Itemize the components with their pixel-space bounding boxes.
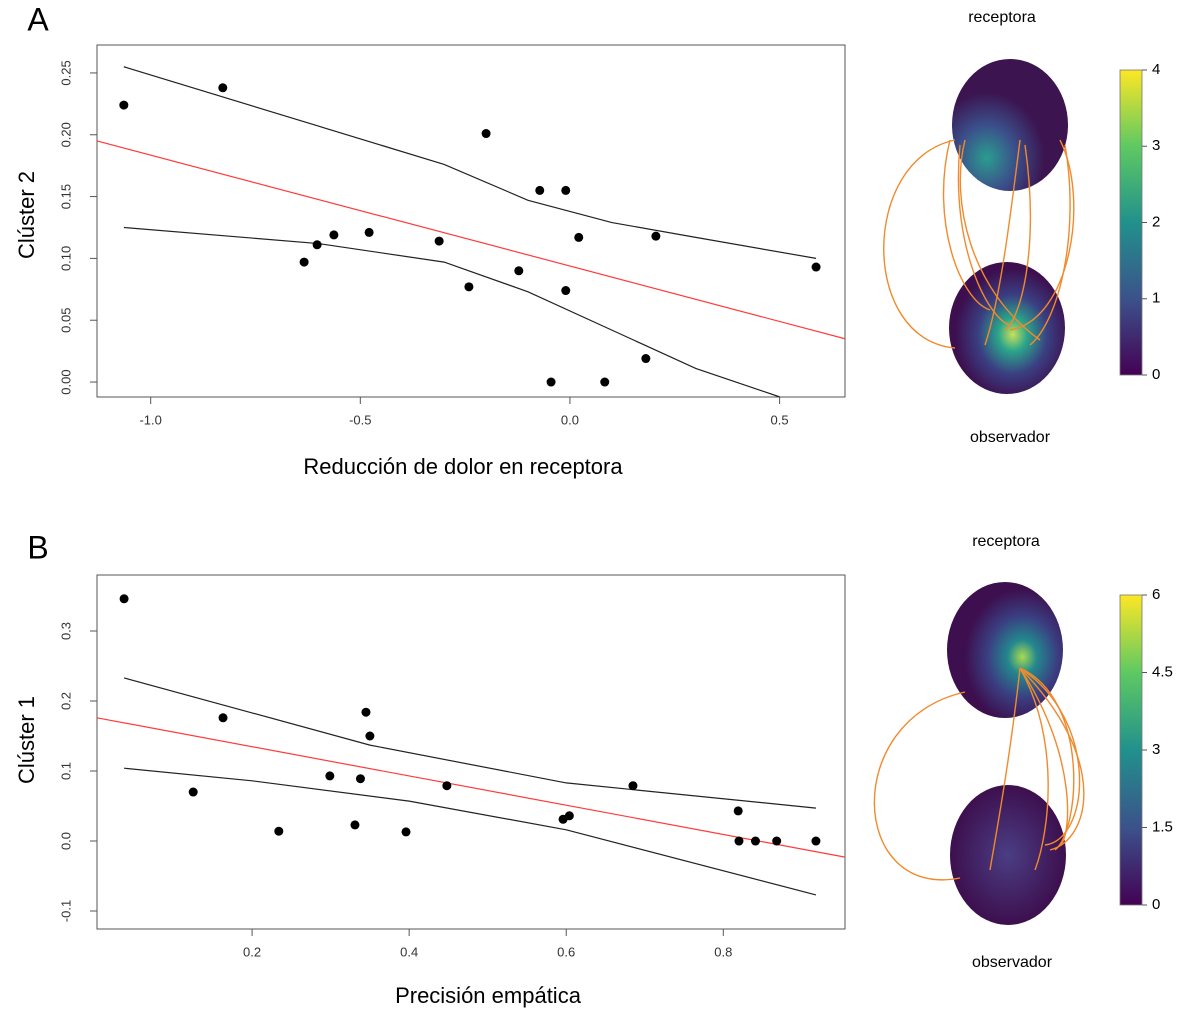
y-tick-label: 0.0: [58, 832, 73, 850]
point: [188, 787, 198, 797]
point: [325, 771, 335, 781]
confidence-band-lower: [124, 767, 817, 896]
point: [355, 774, 365, 784]
colorbar-tick-label: 6: [1152, 586, 1160, 603]
point: [546, 377, 556, 387]
colorbar-tick-label: 0: [1152, 896, 1160, 913]
y-tick-label: 0.1: [58, 762, 73, 780]
point: [535, 185, 545, 195]
topomap-a: [883, 59, 1075, 394]
point: [119, 100, 129, 110]
point: [651, 231, 661, 241]
point: [218, 83, 228, 93]
panel-label: A: [27, 1, 49, 37]
point: [628, 781, 638, 791]
topomap-b: [873, 582, 1085, 925]
y-tick-label: 0.2: [58, 692, 73, 710]
plot-frame: [96, 574, 846, 930]
point: [361, 707, 371, 717]
topomap-top-label: receptora: [972, 533, 1040, 550]
y-axis-label: Clúster 2: [14, 171, 39, 259]
y-tick-label: 0.00: [58, 369, 73, 394]
x-axis-label: Precisión empática: [395, 983, 582, 1008]
point: [514, 266, 524, 276]
panel-label: B: [27, 529, 48, 565]
point: [218, 713, 228, 723]
topomap-bottom-label: observador: [970, 429, 1051, 446]
point: [119, 594, 129, 604]
confidence-band-lower: [123, 226, 780, 398]
colorbar-tick-label: 3: [1152, 741, 1160, 758]
y-tick-label: 0.3: [58, 622, 73, 640]
y-tick-label: 0.20: [58, 122, 73, 147]
point: [442, 781, 452, 791]
plot-frame: [96, 44, 846, 398]
x-axis-label: Reducción de dolor en receptora: [303, 454, 623, 479]
fit-line: [96, 717, 846, 858]
colorbar: [1119, 69, 1143, 376]
topomap-bottom-label: observador: [972, 954, 1053, 971]
point: [811, 836, 821, 846]
confidence-band-upper: [123, 677, 817, 809]
point: [434, 236, 444, 246]
x-tick-label: 0.4: [400, 944, 418, 959]
colorbar-tick-label: 3: [1152, 137, 1160, 154]
colorbar: [1119, 594, 1143, 906]
point: [299, 257, 309, 267]
x-tick-label: 0.2: [243, 944, 261, 959]
x-tick-label: 0.5: [771, 412, 789, 427]
colorbar-tick-label: 2: [1152, 213, 1160, 230]
y-tick-label: 0.10: [58, 246, 73, 271]
x-tick-label: -0.5: [349, 412, 371, 427]
point: [274, 826, 284, 836]
point: [481, 129, 491, 139]
point: [811, 262, 821, 272]
fit-line: [96, 140, 846, 340]
point: [564, 811, 574, 821]
point: [733, 806, 743, 816]
y-tick-label: 0.15: [58, 184, 73, 209]
point: [365, 731, 375, 741]
x-tick-label: 0.0: [561, 412, 579, 427]
colorbar-tick-label: 1: [1152, 290, 1160, 307]
point: [464, 282, 474, 292]
point: [401, 827, 411, 837]
point: [750, 836, 760, 846]
point: [350, 820, 360, 830]
point: [734, 836, 744, 846]
point: [312, 240, 322, 250]
colorbar-tick-label: 4.5: [1152, 663, 1173, 680]
x-tick-label: 0.6: [557, 944, 575, 959]
point: [772, 836, 782, 846]
y-axis-label: Clúster 1: [14, 696, 39, 784]
x-tick-label: -1.0: [139, 412, 161, 427]
point: [600, 377, 610, 387]
colorbar-tick-label: 4: [1152, 61, 1160, 78]
x-tick-label: 0.8: [714, 944, 732, 959]
y-tick-label: -0.1: [58, 900, 73, 922]
point: [329, 230, 339, 240]
topomap-top-label: receptora: [968, 9, 1036, 26]
point: [561, 286, 571, 296]
confidence-band-upper: [123, 66, 817, 259]
y-tick-label: 0.25: [58, 60, 73, 85]
point: [574, 232, 584, 242]
point: [641, 354, 651, 364]
y-tick-label: 0.05: [58, 308, 73, 333]
point: [561, 185, 571, 195]
colorbar-tick-label: 1.5: [1152, 818, 1173, 835]
point: [364, 227, 374, 237]
colorbar-tick-label: 0: [1152, 366, 1160, 383]
